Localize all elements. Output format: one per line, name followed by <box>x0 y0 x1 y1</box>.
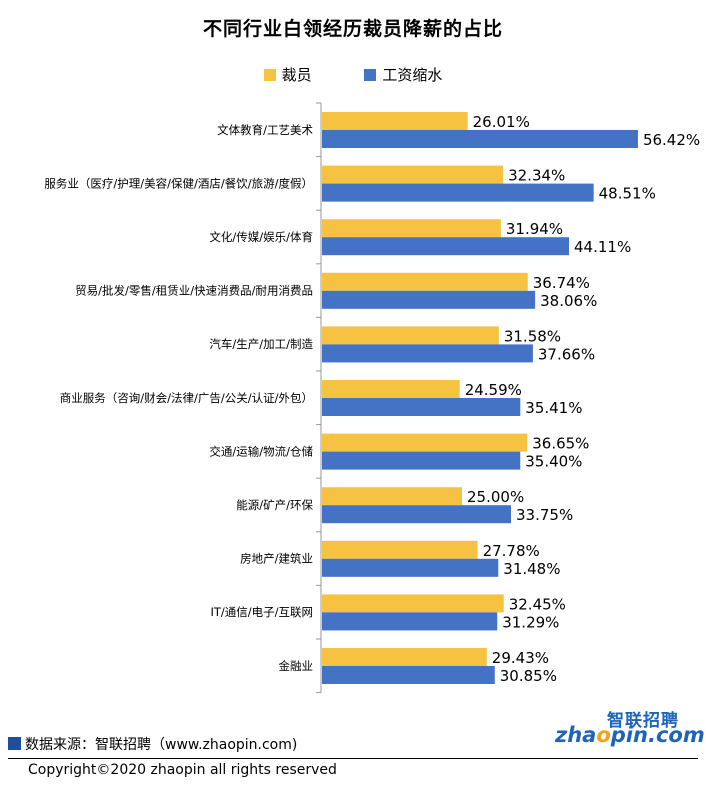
data-label-paycut: 33.75% <box>516 506 573 524</box>
bar-paycut <box>322 451 521 470</box>
data-label-paycut: 48.51% <box>599 185 656 203</box>
bar-layoff <box>322 540 478 559</box>
category-label: 金融业 <box>279 659 314 673</box>
source-note: 数据来源：智联招聘（www.zhaopin.com) <box>8 734 297 754</box>
data-label-paycut: 35.40% <box>525 453 582 471</box>
legend-swatch-paycut <box>364 69 377 81</box>
data-label-layoff: 31.94% <box>506 220 563 238</box>
bar-layoff <box>322 594 504 613</box>
data-label-layoff: 29.43% <box>492 649 549 667</box>
bar-layoff <box>322 112 468 130</box>
logo-en-prefix: zha <box>555 723 597 747</box>
data-label-layoff: 25.00% <box>467 488 524 506</box>
data-label-layoff: 36.65% <box>532 435 589 453</box>
bar-layoff <box>322 380 460 398</box>
bar-paycut <box>322 505 511 524</box>
data-label-layoff: 32.45% <box>509 595 566 613</box>
data-label-paycut: 35.41% <box>525 399 582 417</box>
data-label-paycut: 31.29% <box>502 613 559 631</box>
bar-paycut <box>322 398 521 416</box>
bar-chart: 文体教育/工艺美术 26.01% 56.42% 服务业（医疗/护理/美容/保健/酒店/… <box>44 102 700 694</box>
bar-paycut <box>322 130 638 148</box>
category-label: 汽车/生产/加工/制造 <box>209 337 313 351</box>
data-label-paycut: 44.11% <box>574 238 631 256</box>
category-label: 文化/传媒/娱乐/体育 <box>209 230 313 244</box>
bar-paycut <box>322 666 495 684</box>
bar-layoff <box>322 487 462 506</box>
bar-layoff <box>322 165 504 184</box>
bar-paycut <box>322 344 533 363</box>
footer-divider <box>8 758 698 759</box>
data-label-paycut: 56.42% <box>643 131 700 149</box>
legend: 裁员 工资缩水 <box>0 64 706 85</box>
data-label-paycut: 37.66% <box>538 345 595 363</box>
logo-en-suffix: pin.com <box>610 723 705 747</box>
legend-swatch-layoff <box>263 69 276 81</box>
legend-label-layoff: 裁员 <box>281 66 312 84</box>
copyright-text: Copyright©2020 zhaopin all rights reserv… <box>28 762 337 778</box>
data-label-layoff: 36.74% <box>533 274 590 292</box>
bar-layoff <box>322 648 487 666</box>
logo-cn-text: 智联招聘 <box>607 711 679 731</box>
bar-layoff <box>322 272 528 291</box>
bar-layoff <box>322 219 501 238</box>
legend-label-paycut: 工资缩水 <box>382 66 443 84</box>
data-label-paycut: 30.85% <box>500 667 557 685</box>
category-label: 贸易/批发/零售/租赁业/快速消费品/耐用消费品 <box>75 284 313 298</box>
category-label: 文体教育/工艺美术 <box>217 123 313 137</box>
source-text: 数据来源：智联招聘（www.zhaopin.com) <box>25 737 298 753</box>
bar-paycut <box>322 558 499 577</box>
bar-paycut <box>322 183 594 202</box>
source-square-icon <box>8 737 21 750</box>
logo-en-text: zhaopin.com <box>555 723 705 747</box>
data-label-layoff: 26.01% <box>473 113 530 131</box>
bar-layoff <box>322 433 528 452</box>
legend-item-layoff: 裁员 <box>263 64 312 85</box>
logo-en-dot: o <box>596 723 611 747</box>
bar-paycut <box>322 290 536 309</box>
data-label-layoff: 24.59% <box>465 381 522 399</box>
category-label: 服务业（医疗/护理/美容/保健/酒店/餐饮/旅游/度假） <box>44 176 313 190</box>
bar-paycut <box>322 237 570 256</box>
bar-paycut <box>322 612 498 631</box>
data-label-paycut: 31.48% <box>503 560 560 578</box>
data-label-layoff: 32.34% <box>508 167 565 185</box>
chart-title: 不同行业白领经历裁员降薪的占比 <box>202 18 503 40</box>
category-label: IT/通信/电子/互联网 <box>210 605 313 619</box>
category-label: 商业服务（咨询/财会/法律/广告/公关/认证/外包） <box>60 391 313 405</box>
category-label: 能源/矿产/环保 <box>236 498 313 512</box>
data-label-layoff: 27.78% <box>483 542 540 560</box>
legend-item-paycut: 工资缩水 <box>364 64 442 85</box>
category-label: 房地产/建筑业 <box>240 552 313 566</box>
category-label: 交通/运输/物流/仓储 <box>209 444 313 458</box>
data-label-layoff: 31.58% <box>504 327 561 345</box>
data-label-paycut: 38.06% <box>540 292 597 310</box>
bar-layoff <box>322 326 499 345</box>
zhaopin-logo: 智联招聘 zhaopin.com <box>555 706 705 747</box>
